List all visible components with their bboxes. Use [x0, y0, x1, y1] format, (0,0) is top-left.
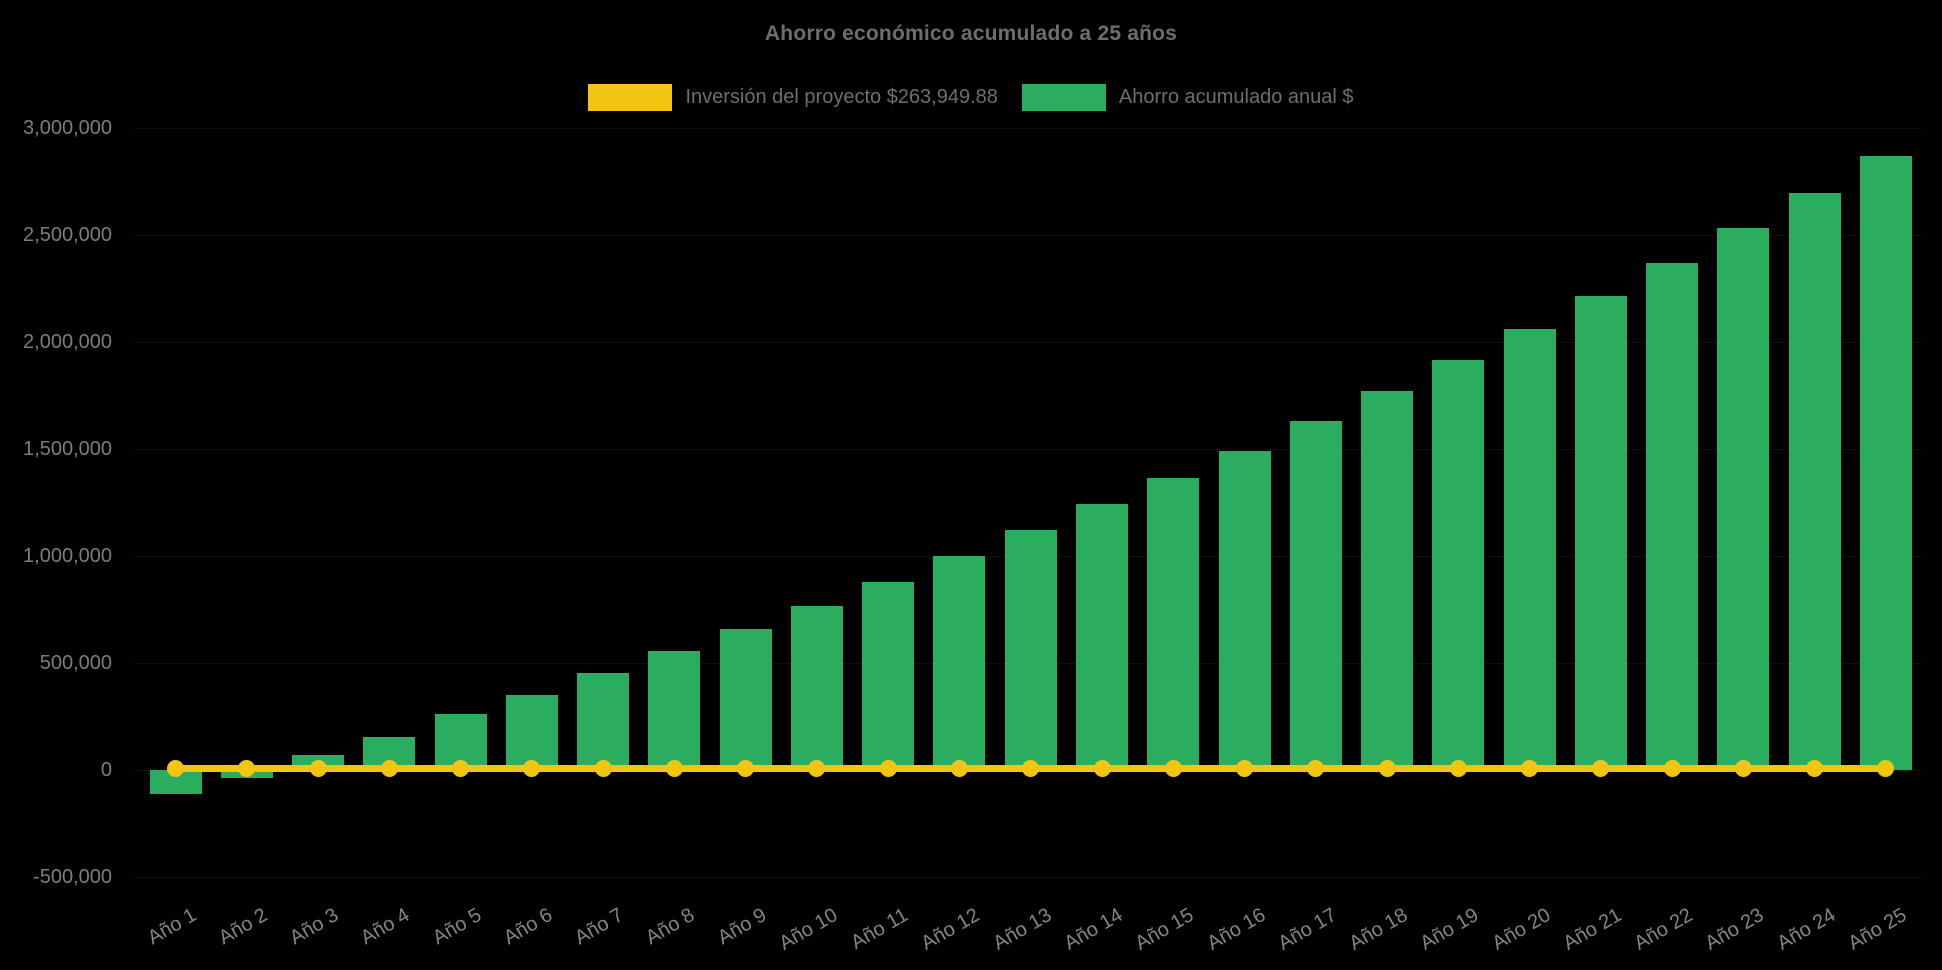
bar — [1147, 477, 1200, 770]
x-tick-label: Año 21 — [1559, 904, 1626, 955]
x-tick-label: Año 9 — [713, 904, 770, 950]
legend-item-savings[interactable]: Ahorro acumulado anual $ — [1021, 84, 1354, 111]
x-tick-label: Año 4 — [357, 904, 414, 950]
x-tick-label: Año 6 — [499, 904, 557, 950]
x-tick-label: Año 23 — [1701, 904, 1768, 955]
line-marker — [1877, 759, 1895, 777]
bar — [1859, 156, 1912, 770]
line-marker — [1378, 759, 1396, 777]
bar — [505, 695, 558, 770]
grid-line — [133, 234, 1923, 236]
bar — [1788, 193, 1841, 770]
line-marker — [950, 759, 968, 777]
line-marker — [380, 759, 398, 777]
line-marker — [1592, 759, 1610, 777]
y-tick-label: 3,000,000 — [23, 117, 112, 139]
bar — [648, 651, 701, 770]
bar — [1432, 359, 1485, 770]
line-marker — [665, 759, 683, 777]
line-marker — [309, 759, 327, 777]
x-tick-label: Año 10 — [775, 904, 842, 955]
y-tick-label: 500,000 — [39, 652, 112, 674]
savings-swatch-icon — [1021, 84, 1106, 111]
line-marker — [808, 759, 826, 777]
grid-line — [133, 341, 1923, 343]
x-tick-label: Año 24 — [1773, 904, 1840, 955]
y-tick-label: -500,000 — [33, 866, 112, 888]
x-tick-label: Año 17 — [1274, 904, 1341, 955]
bar — [1717, 227, 1770, 770]
bar — [933, 556, 986, 770]
x-tick-label: Año 19 — [1416, 904, 1483, 955]
line-marker — [167, 759, 184, 777]
x-tick-label: Año 16 — [1203, 904, 1269, 955]
line-marker — [1806, 759, 1824, 777]
y-tick-label: 1,000,000 — [23, 545, 112, 567]
line-marker — [1236, 759, 1254, 777]
x-tick-label: Año 13 — [989, 904, 1056, 955]
grid-line — [133, 127, 1923, 129]
bar — [862, 581, 915, 770]
bar — [577, 673, 630, 770]
line-marker — [1093, 759, 1111, 777]
bar — [149, 770, 202, 794]
bar — [1646, 263, 1699, 770]
x-tick-label: Año 5 — [428, 904, 485, 950]
legend-item-investment[interactable]: Inversión del proyecto $263,949.88 — [588, 84, 998, 111]
line-marker — [523, 759, 541, 777]
grid-line — [133, 876, 1923, 878]
line-marker — [1307, 759, 1325, 777]
x-tick-label: Año 3 — [286, 904, 343, 950]
x-tick-label: Año 15 — [1131, 904, 1198, 955]
x-tick-label: Año 12 — [917, 904, 984, 955]
x-tick-label: Año 8 — [642, 904, 699, 950]
y-tick-label: 2,000,000 — [23, 331, 112, 353]
x-tick-label: Año 25 — [1844, 904, 1911, 955]
x-tick-label: Año 11 — [847, 904, 913, 955]
bar — [1004, 529, 1057, 770]
x-tick-label: Año 22 — [1630, 904, 1697, 955]
line-marker — [1022, 759, 1040, 777]
y-tick-label: 1,500,000 — [23, 438, 112, 460]
legend-label-investment: Inversión del proyecto $263,949.88 — [685, 86, 998, 108]
x-tick-label: Año 1 — [143, 904, 200, 950]
line-marker — [879, 759, 897, 777]
x-tick-label: Año 18 — [1345, 904, 1412, 955]
bar — [1574, 295, 1627, 770]
line-marker — [1449, 759, 1467, 777]
legend-label-savings: Ahorro acumulado anual $ — [1118, 86, 1354, 108]
line-marker — [594, 759, 612, 777]
bar — [790, 606, 843, 770]
bar — [719, 628, 772, 770]
line-marker — [1164, 759, 1182, 777]
y-tick-label: 2,500,000 — [23, 224, 112, 246]
investment-swatch-icon — [588, 84, 673, 111]
bar — [1289, 420, 1342, 770]
bar — [1076, 503, 1128, 770]
bar — [1218, 450, 1271, 770]
legend: Inversión del proyecto $263,949.88 Ahorr… — [0, 84, 1942, 111]
line-marker — [1663, 759, 1681, 777]
x-tick-label: Año 7 — [571, 904, 628, 950]
line-marker — [1734, 759, 1752, 777]
bar — [1361, 391, 1414, 770]
chart-title: Ahorro económico acumulado a 25 años — [764, 22, 1178, 45]
line-marker — [737, 759, 755, 777]
line-marker — [238, 759, 256, 777]
grid-line — [133, 448, 1923, 450]
line-marker — [452, 759, 470, 777]
x-tick-label: Año 20 — [1488, 904, 1555, 955]
x-tick-label: Año 2 — [214, 904, 272, 950]
y-tick-label: 0 — [100, 759, 112, 781]
x-tick-label: Año 14 — [1060, 904, 1127, 955]
bar — [1503, 328, 1556, 770]
line-marker — [1521, 759, 1539, 777]
